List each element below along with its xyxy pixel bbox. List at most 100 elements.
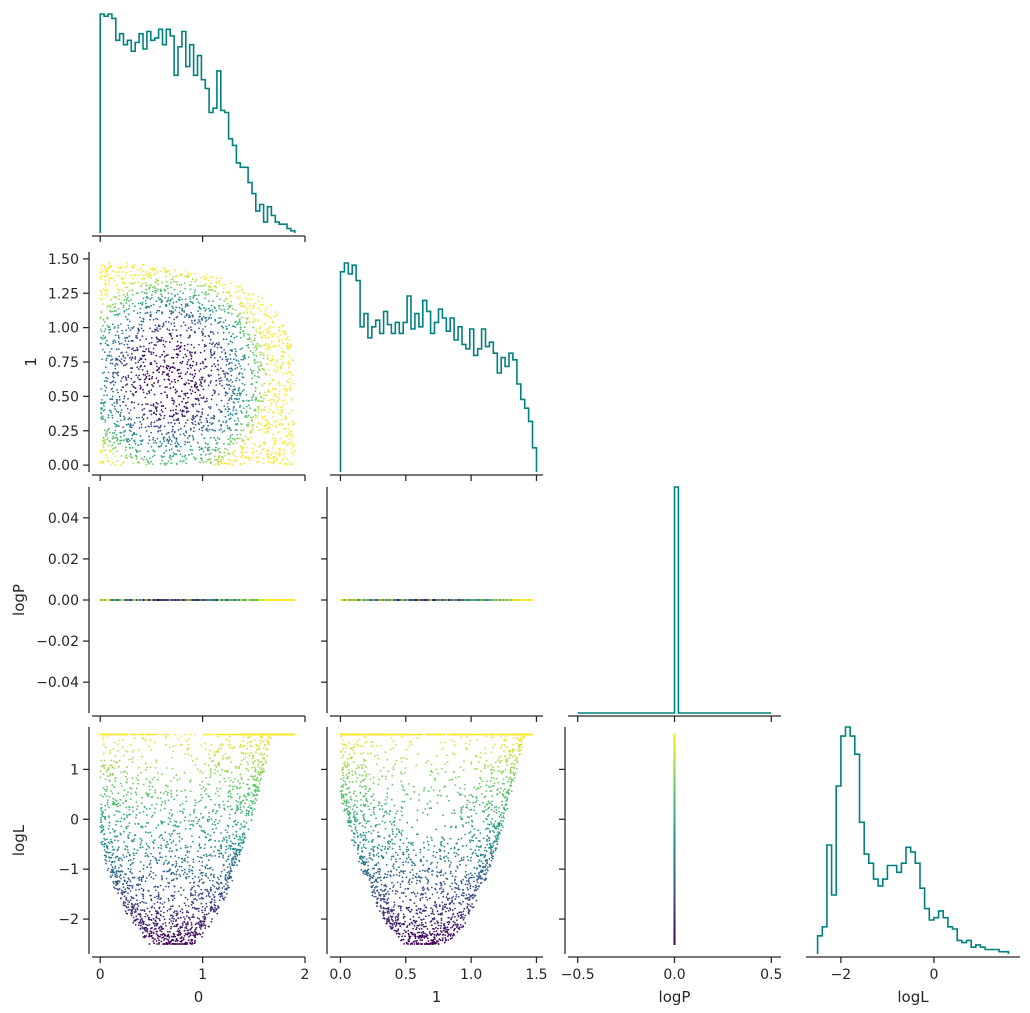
scatter-point xyxy=(150,425,153,428)
scatter-point xyxy=(220,325,223,328)
scatter-point xyxy=(120,389,123,392)
scatter-point xyxy=(119,361,122,363)
scatter-point xyxy=(134,274,137,276)
scatter-point xyxy=(171,399,174,402)
scatter-point xyxy=(243,356,246,358)
scatter-point xyxy=(266,430,269,433)
scatter-point xyxy=(204,325,207,328)
scatter-point xyxy=(214,319,217,322)
scatter-point xyxy=(145,285,147,287)
scatter-point xyxy=(237,360,240,362)
scatter-point xyxy=(156,337,159,340)
scatter-point xyxy=(163,288,166,291)
scatter-point xyxy=(239,433,242,436)
scatter-point xyxy=(175,329,178,331)
scatter-point xyxy=(259,309,262,312)
scatter-point xyxy=(177,417,180,420)
scatter-point xyxy=(115,309,117,312)
scatter-point xyxy=(152,438,155,441)
scatter-point xyxy=(165,445,168,448)
scatter-point xyxy=(181,410,184,413)
scatter-point xyxy=(187,359,190,361)
scatter-point xyxy=(140,320,143,323)
scatter-point xyxy=(164,386,167,389)
scatter-point xyxy=(264,336,267,339)
scatter-point xyxy=(284,351,286,354)
scatter-point xyxy=(149,274,152,277)
scatter-point xyxy=(186,274,189,277)
scatter-point xyxy=(133,401,136,404)
scatter-point xyxy=(120,409,123,411)
scatter-point xyxy=(269,304,272,307)
scatter-point xyxy=(154,267,157,270)
scatter-point xyxy=(267,346,270,348)
scatter-point xyxy=(168,316,171,319)
scatter-point xyxy=(218,464,221,466)
scatter-point xyxy=(246,302,249,305)
scatter-point xyxy=(260,445,262,448)
scatter-point xyxy=(108,439,111,442)
scatter-point xyxy=(210,398,213,401)
scatter-point xyxy=(157,288,159,291)
scatter-point xyxy=(171,356,173,359)
scatter-point xyxy=(234,352,237,355)
scatter-point xyxy=(254,362,256,364)
scatter-point xyxy=(173,422,176,425)
scatter-point xyxy=(185,462,187,465)
scatter-point xyxy=(138,359,141,362)
scatter-point xyxy=(250,430,252,433)
scatter-point xyxy=(173,431,176,434)
scatter-point xyxy=(125,336,128,339)
scatter-point xyxy=(228,305,231,308)
scatter-point xyxy=(225,327,228,330)
scatter-point xyxy=(204,297,207,300)
scatter-point xyxy=(210,282,213,285)
scatter-point xyxy=(102,462,104,465)
scatter-point xyxy=(133,407,136,409)
scatter-point xyxy=(233,420,236,422)
scatter-point xyxy=(236,377,238,379)
scatter-point xyxy=(112,277,114,279)
scatter-point xyxy=(141,301,144,304)
scatter-point xyxy=(168,436,171,438)
scatter-point xyxy=(170,281,172,284)
scatter-point xyxy=(175,419,178,421)
scatter-point xyxy=(254,398,257,401)
scatter-point xyxy=(152,442,155,444)
scatter-point xyxy=(183,415,186,417)
scatter-point xyxy=(234,459,237,461)
scatter-point xyxy=(231,452,234,454)
scatter-point xyxy=(201,332,204,334)
scatter-point xyxy=(212,448,214,451)
scatter-point xyxy=(219,411,222,414)
scatter-point xyxy=(188,434,191,437)
scatter-point xyxy=(159,413,161,415)
scatter-point xyxy=(198,449,201,451)
scatter-point xyxy=(118,294,121,297)
scatter-point xyxy=(131,348,133,351)
scatter-point xyxy=(185,314,188,317)
scatter-point xyxy=(102,303,104,305)
scatter-point xyxy=(229,460,232,462)
scatter-point xyxy=(183,459,185,462)
scatter-point xyxy=(153,344,156,346)
scatter-point xyxy=(255,426,258,428)
scatter-point xyxy=(267,354,269,356)
scatter-point xyxy=(145,296,148,299)
scatter-point xyxy=(251,420,254,423)
scatter-point xyxy=(112,384,115,386)
scatter-point xyxy=(244,435,247,438)
scatter-point xyxy=(152,449,155,452)
scatter-point xyxy=(265,373,267,376)
scatter-point xyxy=(163,417,165,420)
scatter-point xyxy=(247,356,250,359)
scatter-point xyxy=(139,420,142,423)
scatter-point xyxy=(212,311,214,313)
scatter-point xyxy=(220,428,223,431)
scatter-point xyxy=(122,375,125,378)
scatter-point xyxy=(113,402,116,404)
scatter-point xyxy=(172,356,175,359)
scatter-point xyxy=(212,353,215,355)
scatter-point xyxy=(207,288,210,291)
scatter-point xyxy=(129,424,131,427)
